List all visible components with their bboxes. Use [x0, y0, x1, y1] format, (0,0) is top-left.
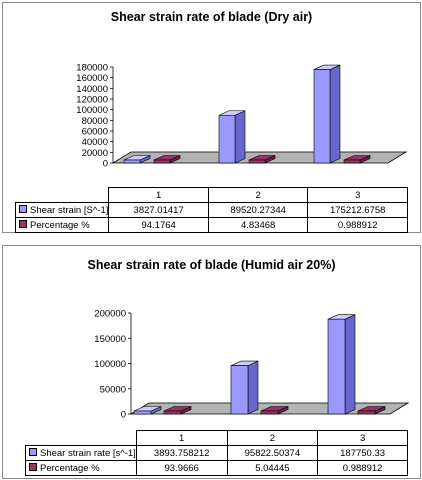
category-label: 3	[317, 430, 408, 446]
category-label: 1	[135, 430, 228, 446]
bar	[357, 410, 376, 415]
chart-panel-humid-air: Shear strain rate of blade (Humid air 20…	[2, 245, 421, 479]
legend-entry: Shear strain rate [s^-1]	[25, 445, 137, 461]
category-label: 3	[307, 187, 408, 203]
data-label: 187750.33	[317, 445, 408, 461]
bar	[123, 159, 141, 164]
series-name: Percentage %	[40, 462, 100, 474]
chart-plot-area: 1800001600001400001200001000008000060000…	[76, 63, 408, 170]
data-label: 5.04445	[226, 460, 319, 476]
series-name: Shear strain [S^-1]	[30, 204, 109, 216]
y-tick-label: 40000	[82, 137, 108, 148]
bar-side	[329, 64, 341, 164]
legend-swatch	[29, 447, 37, 456]
bar	[230, 365, 249, 415]
bar	[327, 318, 346, 415]
y-tick-label: 60000	[82, 127, 108, 138]
category-label: 2	[207, 187, 309, 203]
bar	[260, 410, 279, 415]
bar	[218, 114, 236, 164]
data-label: 89520.27344	[207, 202, 309, 218]
data-label: 93.9666	[135, 460, 228, 476]
data-table: 1 2 3 Shear strain rate [s^-1] 3893.7582…	[25, 430, 408, 476]
chart-title: Shear strain rate of blade (Dry air)	[110, 10, 313, 24]
data-label: 4.83468	[207, 217, 309, 233]
bar-side	[247, 360, 259, 415]
y-tick-label: 160000	[76, 73, 108, 84]
table-row: Shear strain rate [s^-1] 3893.758212 958…	[25, 445, 408, 461]
legend-swatch	[19, 219, 27, 228]
legend-swatch	[19, 204, 27, 213]
chart-panel-dry-air: Shear strain rate of blade (Dry air) 180…	[2, 2, 421, 233]
table-row: Percentage % 94.1764 4.83468 0.988912	[14, 217, 408, 233]
data-label: 0.988912	[317, 460, 408, 476]
y-tick-label: 0	[103, 159, 108, 170]
y-tick-label: 200000	[94, 309, 126, 320]
legend-entry: Shear strain [S^-1]	[14, 202, 110, 218]
y-tick-label: 100000	[76, 105, 108, 116]
bar	[313, 69, 331, 164]
bar	[248, 159, 266, 164]
y-tick-label: 140000	[76, 84, 108, 95]
legend-swatch	[29, 462, 37, 471]
series-name: Shear strain rate [s^-1]	[40, 447, 136, 459]
bar	[133, 410, 152, 415]
y-tick-label: 20000	[82, 148, 108, 159]
data-label: 0.988912	[307, 217, 408, 233]
data-label: 175212.6758	[307, 202, 408, 218]
bar-side	[344, 314, 356, 415]
data-label: 3893.758212	[135, 445, 228, 461]
bar	[163, 410, 182, 415]
data-label: 94.1764	[108, 217, 209, 233]
data-label: 3827.01417	[108, 202, 209, 218]
data-table: 1 2 3 Shear strain [S^-1] 3827.01417 895…	[14, 187, 408, 233]
bar	[343, 159, 361, 164]
table-header-row: 1 2 3	[15, 187, 408, 203]
legend-entry: Percentage %	[25, 460, 137, 476]
y-tick-label: 100000	[94, 359, 126, 370]
chart-plot-area: 200000 150000 100000 50000 0	[94, 309, 410, 421]
bar-side	[234, 110, 246, 164]
table-row: Shear strain [S^-1] 3827.01417 89520.273…	[14, 202, 408, 218]
y-tick-label: 50000	[100, 384, 126, 395]
y-tick-label: 150000	[94, 334, 126, 345]
legend-entry: Percentage %	[14, 217, 110, 233]
category-label: 2	[226, 430, 319, 446]
chart-title: Shear strain rate of blade (Humid air 20…	[87, 258, 336, 272]
y-tick-label: 80000	[82, 116, 108, 127]
category-label: 1	[108, 187, 209, 203]
y-tick-label: 120000	[76, 95, 108, 106]
y-tick-label: 180000	[76, 63, 108, 74]
data-label: 95822.50374	[226, 445, 319, 461]
table-row: Percentage % 93.9666 5.04445 0.988912	[25, 460, 408, 476]
y-tick-label: 0	[121, 410, 126, 421]
table-header-row: 1 2 3	[25, 430, 408, 446]
bar	[153, 159, 171, 164]
series-name: Percentage %	[30, 219, 90, 231]
